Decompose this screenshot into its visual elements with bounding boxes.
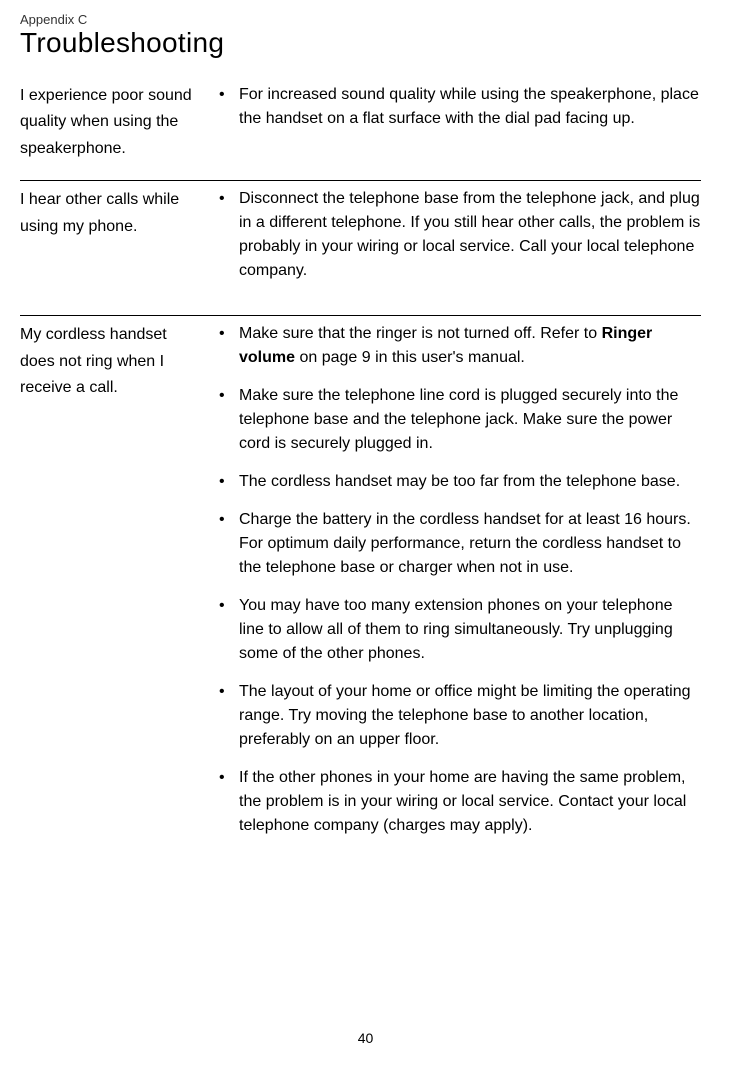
problem-column: I hear other calls while using my phone. (20, 187, 215, 297)
solutions-list: For increased sound quality while using … (215, 83, 701, 131)
solution-text-pre: Make sure that the ringer is not turned … (239, 325, 602, 342)
troubleshoot-section-2: I hear other calls while using my phone.… (20, 181, 701, 315)
solutions-list: Make sure that the ringer is not turned … (215, 322, 701, 838)
solution-item: The cordless handset may be too far from… (215, 470, 701, 494)
solution-item: If the other phones in your home are hav… (215, 766, 701, 838)
solution-item: Make sure the telephone line cord is plu… (215, 384, 701, 456)
solution-item: For increased sound quality while using … (215, 83, 701, 131)
page-number: 40 (0, 1030, 731, 1046)
solution-item: Disconnect the telephone base from the t… (215, 187, 701, 283)
solutions-column: Make sure that the ringer is not turned … (215, 322, 701, 852)
problem-text: I experience poor sound quality when usi… (20, 83, 205, 162)
appendix-label: Appendix C (20, 12, 701, 27)
problem-text: I hear other calls while using my phone. (20, 187, 205, 240)
page-title: Troubleshooting (20, 27, 701, 59)
solution-text-post: on page 9 in this user's manual. (295, 349, 525, 366)
solution-item: Charge the battery in the cordless hands… (215, 508, 701, 580)
solutions-column: For increased sound quality while using … (215, 83, 701, 162)
solution-item: You may have too many extension phones o… (215, 594, 701, 666)
solution-item: The layout of your home or office might … (215, 680, 701, 752)
solution-item: Make sure that the ringer is not turned … (215, 322, 701, 370)
troubleshoot-section-1: I experience poor sound quality when usi… (20, 77, 701, 180)
problem-column: I experience poor sound quality when usi… (20, 83, 215, 162)
troubleshoot-section-3: My cordless handset does not ring when I… (20, 316, 701, 870)
problem-column: My cordless handset does not ring when I… (20, 322, 215, 852)
problem-text: My cordless handset does not ring when I… (20, 322, 205, 401)
solutions-column: Disconnect the telephone base from the t… (215, 187, 701, 297)
solutions-list: Disconnect the telephone base from the t… (215, 187, 701, 283)
